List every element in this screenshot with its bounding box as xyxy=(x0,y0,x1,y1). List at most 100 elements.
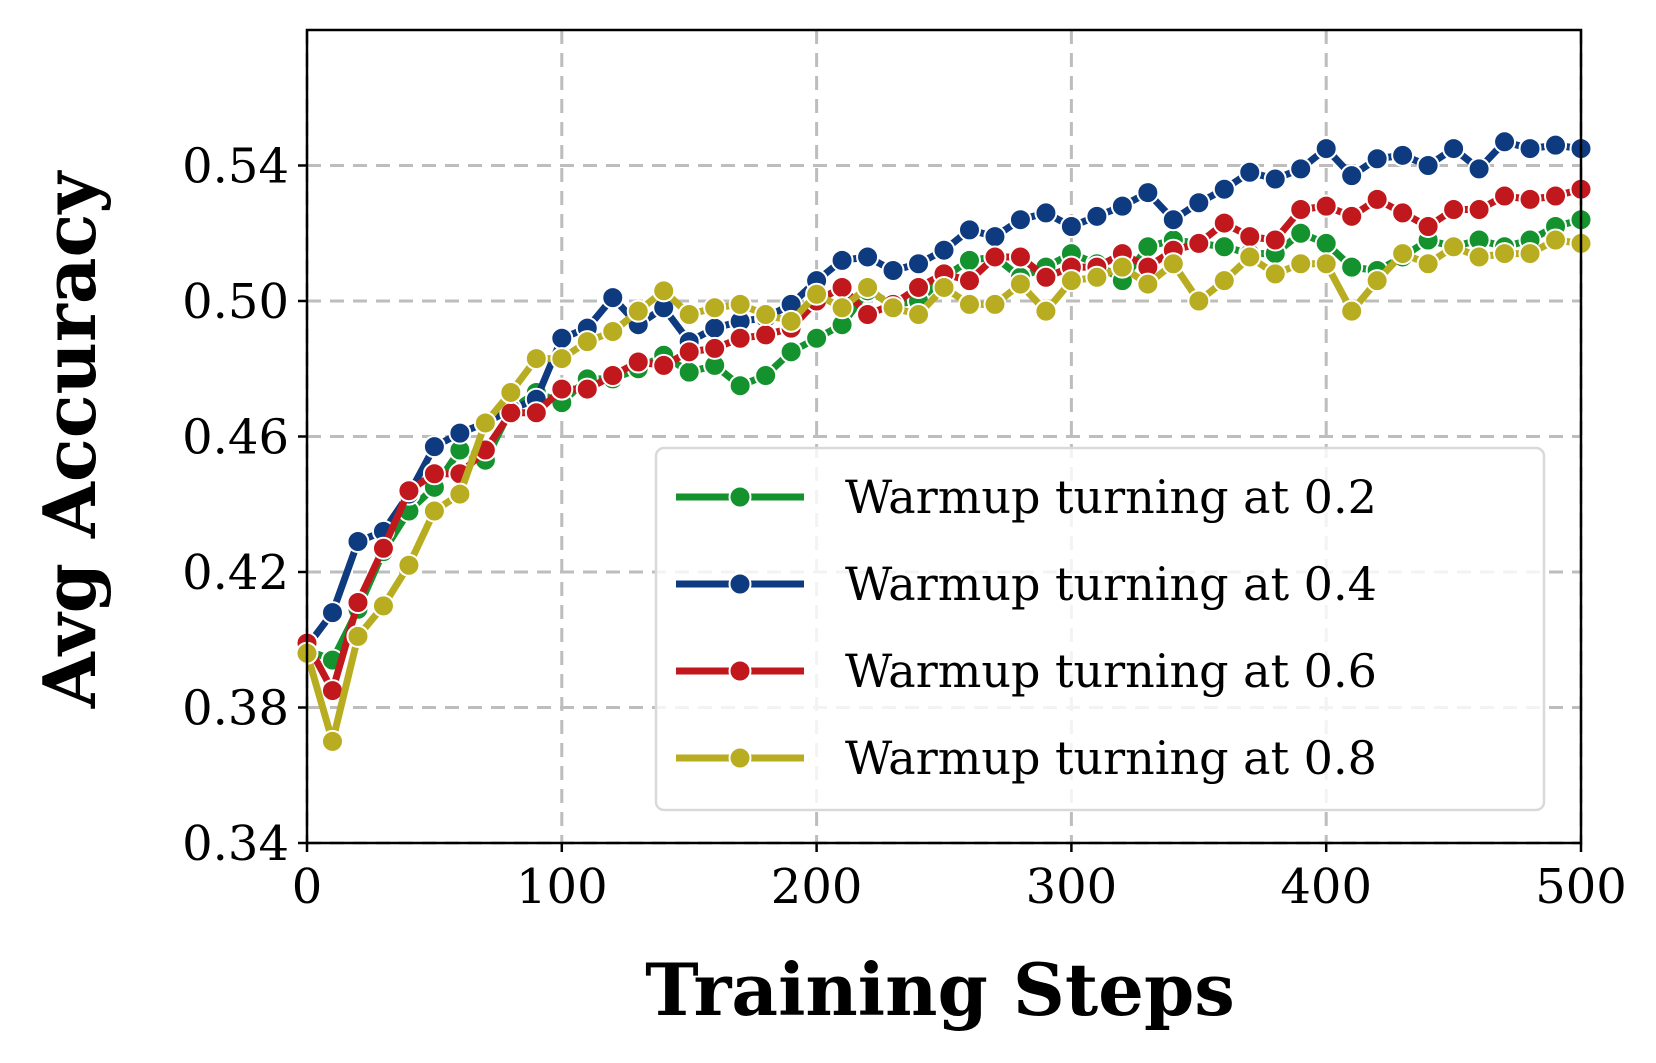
data-point xyxy=(677,340,701,364)
data-point xyxy=(1544,133,1568,157)
data-point xyxy=(346,530,370,554)
data-point xyxy=(1416,252,1440,276)
x-tick-label: 300 xyxy=(1026,859,1118,915)
data-point xyxy=(1365,147,1389,171)
x-tick-label: 200 xyxy=(771,859,863,915)
data-point xyxy=(371,536,395,560)
data-point xyxy=(1136,181,1160,205)
legend-marker xyxy=(728,659,752,683)
data-point xyxy=(677,303,701,327)
data-point xyxy=(1467,157,1491,181)
data-point xyxy=(1212,177,1236,201)
x-tick-label: 400 xyxy=(1280,859,1372,915)
data-point xyxy=(856,245,880,269)
data-point xyxy=(1493,130,1517,154)
data-point xyxy=(779,340,803,364)
data-point xyxy=(1518,137,1542,161)
data-point xyxy=(983,292,1007,316)
data-point xyxy=(652,353,676,377)
data-point xyxy=(1136,272,1160,296)
y-tick-label: 0.50 xyxy=(182,274,289,330)
data-point xyxy=(1442,137,1466,161)
data-point xyxy=(346,590,370,614)
data-point xyxy=(422,499,446,523)
y-tick-label: 0.42 xyxy=(182,545,289,601)
data-point xyxy=(1340,299,1364,323)
data-point xyxy=(728,292,752,316)
data-point xyxy=(881,296,905,320)
data-point xyxy=(1493,242,1517,266)
data-point xyxy=(346,624,370,648)
data-point xyxy=(983,225,1007,249)
data-point xyxy=(1442,198,1466,222)
data-point xyxy=(1314,194,1338,218)
data-point xyxy=(703,296,727,320)
data-point xyxy=(1008,272,1032,296)
data-point xyxy=(1544,228,1568,252)
data-point xyxy=(448,482,472,506)
data-point xyxy=(754,303,778,327)
data-point xyxy=(448,421,472,445)
legend-marker xyxy=(728,746,752,770)
data-point xyxy=(1085,204,1109,228)
data-point xyxy=(371,594,395,618)
data-point xyxy=(957,218,981,242)
data-point xyxy=(1212,211,1236,235)
data-point xyxy=(703,316,727,340)
data-point xyxy=(473,411,497,435)
legend: Warmup turning at 0.2 Warmup turning at 0… xyxy=(654,446,1546,812)
data-point xyxy=(626,299,650,323)
data-point xyxy=(1467,245,1491,269)
data-point xyxy=(575,330,599,354)
series-layer xyxy=(295,130,1593,753)
data-point xyxy=(1263,167,1287,191)
data-point xyxy=(1518,187,1542,211)
legend-label: Warmup turning at 0.8 xyxy=(845,731,1377,785)
data-point xyxy=(397,479,421,503)
data-point xyxy=(601,286,625,310)
data-point xyxy=(524,347,548,371)
data-point xyxy=(1289,252,1313,276)
data-point xyxy=(422,462,446,486)
data-point xyxy=(754,323,778,347)
data-point xyxy=(499,380,523,404)
y-tick-label: 0.54 xyxy=(182,139,289,195)
data-point xyxy=(805,326,829,350)
data-point xyxy=(1263,228,1287,252)
data-point xyxy=(907,252,931,276)
data-point xyxy=(1518,242,1542,266)
data-point xyxy=(550,326,574,350)
data-point xyxy=(1187,289,1211,313)
x-tick-label: 500 xyxy=(1535,859,1627,915)
y-tick-label: 0.34 xyxy=(182,816,289,872)
data-point xyxy=(1289,221,1313,245)
data-point xyxy=(1416,154,1440,177)
data-point xyxy=(524,401,548,425)
data-point xyxy=(422,435,446,459)
data-point xyxy=(1238,160,1262,184)
data-point xyxy=(1008,208,1032,232)
data-point xyxy=(1365,269,1389,293)
data-point xyxy=(1110,255,1134,279)
data-point xyxy=(1008,245,1032,269)
data-point xyxy=(932,238,956,262)
data-point xyxy=(320,729,344,753)
data-point xyxy=(1187,231,1211,255)
legend-item: Warmup turning at 0.8 xyxy=(676,731,1377,785)
data-point xyxy=(1187,191,1211,215)
data-point xyxy=(957,248,981,272)
x-tick-label: 0 xyxy=(292,859,323,915)
series-3 xyxy=(295,228,1593,753)
data-point xyxy=(703,336,727,360)
legend-label: Warmup turning at 0.6 xyxy=(845,644,1377,698)
data-point xyxy=(550,347,574,371)
legend-item: Warmup turning at 0.6 xyxy=(676,644,1377,698)
data-point xyxy=(601,319,625,343)
data-point xyxy=(1365,187,1389,211)
data-point xyxy=(907,275,931,299)
data-point xyxy=(1340,204,1364,228)
data-point xyxy=(1314,137,1338,161)
legend-item: Warmup turning at 0.2 xyxy=(676,470,1377,524)
data-point xyxy=(1136,235,1160,259)
data-point xyxy=(1467,198,1491,222)
